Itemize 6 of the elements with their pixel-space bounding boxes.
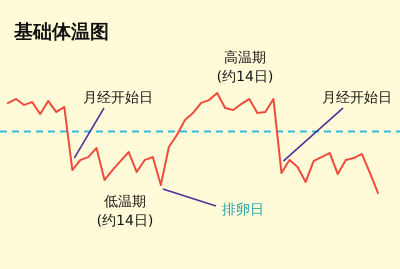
text: 排卵日	[222, 202, 264, 218]
text: 高温期 (约14日)	[216, 50, 274, 85]
chart-title: 基础体温图	[13, 21, 109, 43]
annotation: 月经开始日	[83, 90, 153, 106]
text: 低温期 (约14日)	[96, 194, 154, 229]
annotation: 月经开始日	[322, 90, 392, 106]
